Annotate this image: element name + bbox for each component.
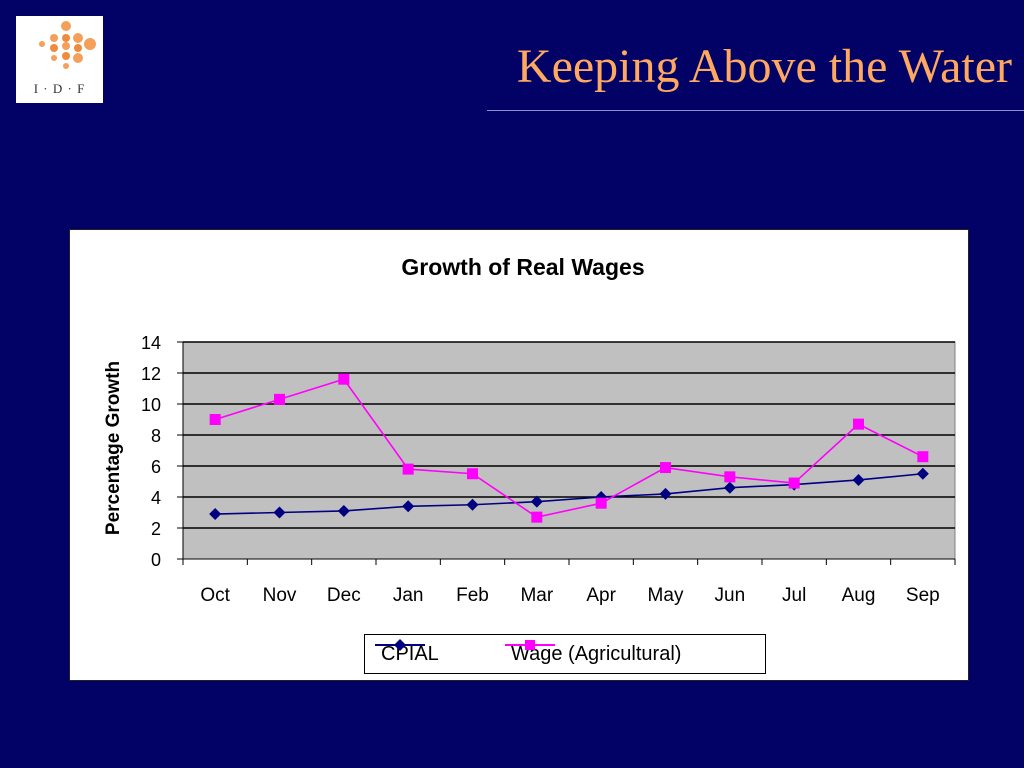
data-point-wage	[467, 468, 478, 480]
x-tick-label: Aug	[842, 585, 876, 606]
x-tick-label: Jun	[715, 585, 746, 606]
data-point-wage	[788, 477, 800, 489]
y-tick-label: 12	[141, 364, 161, 384]
data-point-cpial	[852, 473, 865, 486]
legend-square-marker-icon	[505, 640, 555, 650]
data-point-wage	[595, 497, 607, 509]
legend-item-wage: Wage (Agricultural)	[505, 635, 681, 673]
x-tick-label: Sep	[906, 585, 940, 606]
data-point-cpial	[659, 487, 672, 500]
series-line-0	[215, 472, 923, 515]
y-tick-label: 2	[151, 519, 161, 539]
x-tick-label: Oct	[200, 585, 230, 606]
x-tick-label: Jan	[393, 585, 424, 606]
data-point-wage	[209, 414, 221, 425]
data-point-cpial	[723, 481, 736, 494]
x-tick-label: Apr	[586, 585, 616, 606]
y-tick-label: 4	[151, 488, 161, 508]
data-point-cpial	[402, 500, 415, 513]
data-point-cpial	[916, 467, 929, 480]
data-point-wage	[853, 418, 864, 430]
legend-label-wage: Wage (Agricultural)	[511, 642, 682, 665]
idf-logo: I · D · F	[16, 16, 103, 103]
chart-panel: Growth of Real Wages Percentage Growth 0…	[69, 229, 969, 681]
data-point-cpial	[273, 506, 286, 519]
chart-legend: CPIAL Wage (Agricultural)	[364, 634, 766, 674]
legend-item-cpial: CPIAL	[375, 635, 439, 673]
plot-background	[182, 341, 956, 560]
y-axis-label: Percentage Growth	[103, 361, 124, 535]
chart-title: Growth of Real Wages	[401, 254, 644, 280]
plot-area: 0 2 4 6 8 10 12 14 Oct Nov Dec Jan Feb Mar Apr May Jun Ju…	[141, 333, 956, 606]
x-tick-label: Jul	[782, 585, 806, 606]
data-point-wage	[724, 471, 736, 483]
data-point-wage	[338, 373, 350, 385]
logo-dots-icon	[39, 21, 96, 69]
legend-label-cpial: CPIAL	[381, 642, 439, 665]
x-tick-label: Feb	[456, 585, 489, 606]
data-point-wage	[531, 511, 543, 523]
x-tick-label: Nov	[263, 585, 297, 606]
data-point-cpial	[337, 504, 350, 517]
series-line-1	[214, 378, 924, 519]
title-divider	[487, 110, 1024, 111]
slide-title: Keeping Above the Water	[516, 40, 1012, 93]
y-tick-label: 8	[151, 426, 161, 446]
data-point-wage	[274, 393, 285, 405]
data-point-cpial	[466, 498, 479, 511]
data-point-wage	[660, 462, 671, 474]
logo-text: I · D · F	[33, 81, 86, 96]
data-point-cpial	[209, 508, 222, 521]
y-tick-label: 0	[151, 550, 161, 570]
y-tick-label: 10	[141, 395, 161, 415]
x-tick-label: Dec	[327, 585, 361, 606]
y-tick-label: 14	[141, 333, 161, 353]
x-tick-label: Mar	[520, 585, 553, 606]
chart-svg: Growth of Real Wages Percentage Growth 0…	[103, 254, 956, 606]
legend-diamond-marker-icon	[375, 639, 425, 651]
y-tick-label: 6	[151, 457, 161, 477]
data-point-wage	[402, 463, 414, 475]
x-tick-label: May	[648, 585, 684, 606]
data-point-cpial	[530, 495, 543, 508]
data-point-wage	[917, 451, 929, 463]
